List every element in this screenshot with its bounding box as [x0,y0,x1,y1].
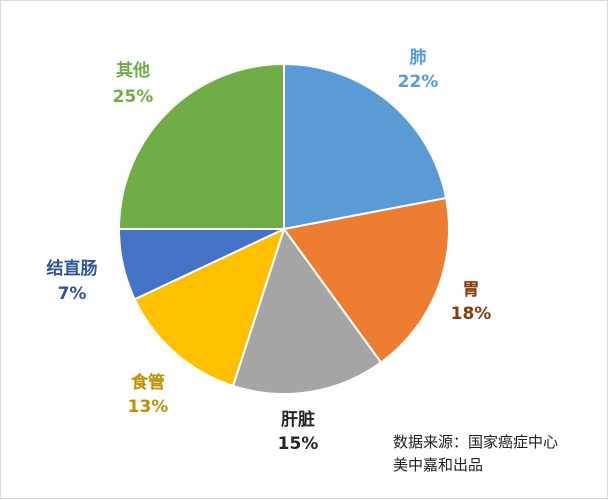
pie-slice [117,62,285,230]
slice-value-label: 15% [278,434,319,454]
slice-label: 结直肠 [47,258,98,279]
slice-value-label: 7% [58,284,87,304]
source-note: 数据来源：国家癌症中心 美中嘉和出品 [393,431,558,477]
slice-value-label: 13% [128,397,169,417]
slice-label: 肝脏 [281,409,315,430]
pie-slice [283,62,448,231]
source-line-2: 美中嘉和出品 [393,456,484,474]
pie-slice [231,226,383,395]
slice-value-label: 18% [451,304,492,324]
slice-label: 食管 [131,372,165,393]
source-line-1: 数据来源：国家癌症中心 [393,433,559,451]
slice-label: 胃 [463,280,480,300]
pie-slice [133,227,286,388]
slice-label: 肺 [410,48,427,68]
pie-slice [282,196,451,364]
slice-value-label: 25% [113,87,154,107]
slice-value-label: 22% [398,72,439,92]
slice-label: 其他 [116,60,150,81]
